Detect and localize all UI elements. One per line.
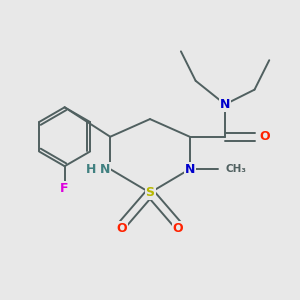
- Text: O: O: [259, 130, 270, 143]
- Text: O: O: [173, 221, 183, 235]
- Text: N: N: [184, 163, 195, 176]
- Text: N: N: [220, 98, 230, 111]
- Text: S: S: [146, 186, 154, 199]
- Text: F: F: [60, 182, 69, 195]
- Text: CH₃: CH₃: [225, 164, 246, 174]
- Text: H: H: [86, 163, 96, 176]
- Text: O: O: [117, 221, 127, 235]
- Text: N: N: [100, 163, 110, 176]
